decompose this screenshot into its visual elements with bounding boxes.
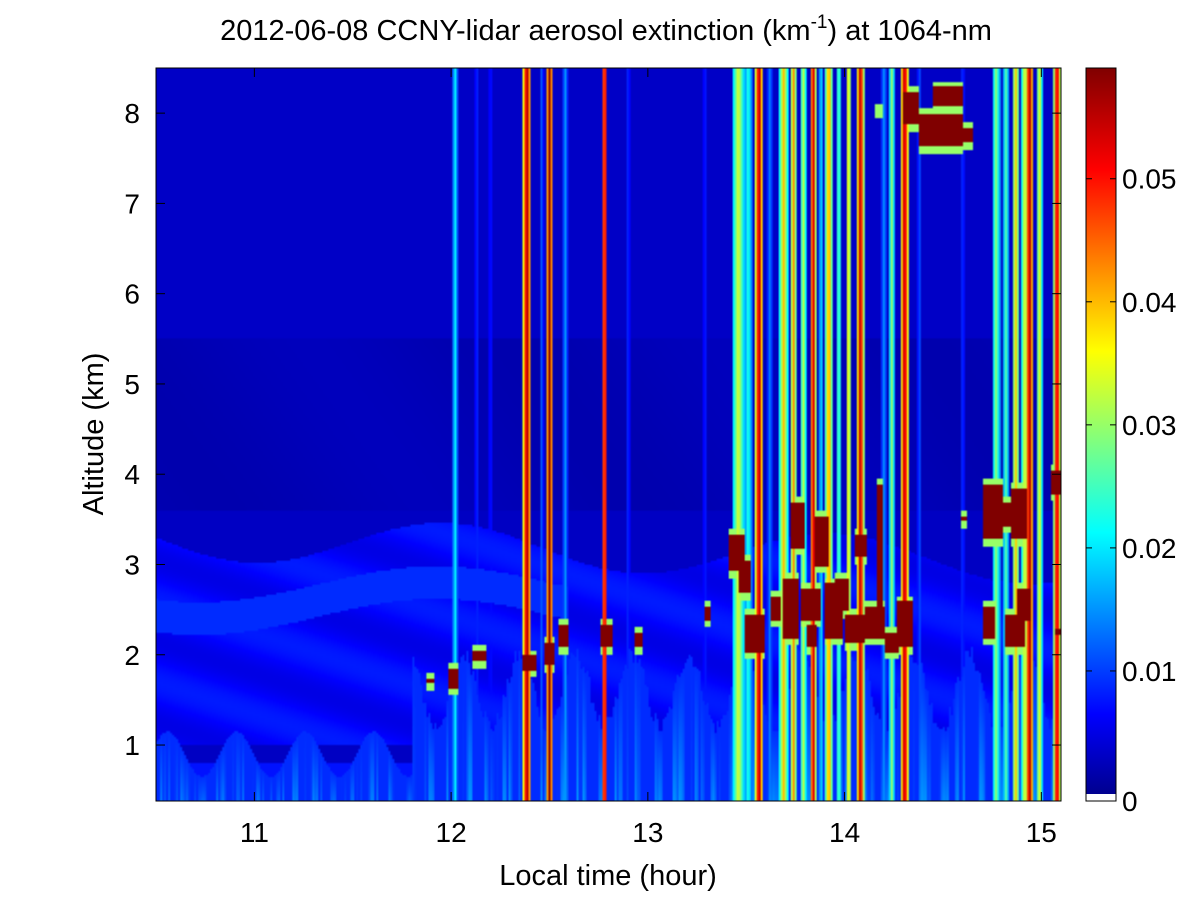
- plot-area: [156, 68, 1061, 801]
- y-tick-label: 1: [124, 730, 140, 761]
- y-tick-label: 7: [124, 188, 140, 219]
- y-tick-label: 8: [124, 98, 140, 129]
- x-axis-label: Local time (hour): [499, 860, 717, 892]
- chart-title: 2012-06-08 CCNY-lidar aerosol extinction…: [220, 12, 992, 47]
- colorbar-tick-label: 0.02: [1122, 533, 1177, 564]
- heatmap-image: [156, 68, 1061, 801]
- y-tick-label: 6: [124, 279, 140, 310]
- x-tick-label: 11: [240, 817, 269, 848]
- x-tick-label: 12: [436, 817, 467, 848]
- x-tick-label: 13: [632, 817, 663, 848]
- colorbar-under-swatch: [1086, 794, 1116, 801]
- y-tick-label: 5: [124, 369, 140, 400]
- colorbar-tick-label: 0.03: [1122, 410, 1177, 441]
- x-tick-label: 14: [829, 817, 860, 848]
- chart-title-superscript: -1: [811, 12, 828, 33]
- y-tick-label: 2: [124, 640, 140, 671]
- colorbar-tick-label: 0.04: [1122, 287, 1177, 318]
- colorbar-gradient: [1086, 68, 1116, 794]
- colorbar-tick-label: 0: [1122, 786, 1138, 817]
- x-axis: 11 12 13 14 15: [240, 68, 1057, 848]
- y-axis-label: Altitude (km): [78, 353, 110, 516]
- y-tick-label: 3: [124, 549, 140, 580]
- y-tick-label: 4: [124, 459, 140, 490]
- chart-title-prefix: 2012-06-08 CCNY-lidar aerosol extinction…: [220, 15, 810, 47]
- colorbar: 0 0.01 0.02 0.03 0.04 0.05: [1085, 67, 1177, 817]
- chart-title-suffix: ) at 1064-nm: [827, 15, 991, 47]
- y-axis: 1 2 3 4 5 6 7 8: [124, 98, 1061, 761]
- colorbar-tick-label: 0.01: [1122, 656, 1177, 687]
- x-tick-label: 15: [1026, 817, 1057, 848]
- colorbar-frame: [1085, 67, 1117, 802]
- colorbar-ticks: 0 0.01 0.02 0.03 0.04 0.05: [1086, 164, 1177, 817]
- plot-frame: [155, 67, 1062, 802]
- colorbar-tick-label: 0.05: [1122, 164, 1177, 195]
